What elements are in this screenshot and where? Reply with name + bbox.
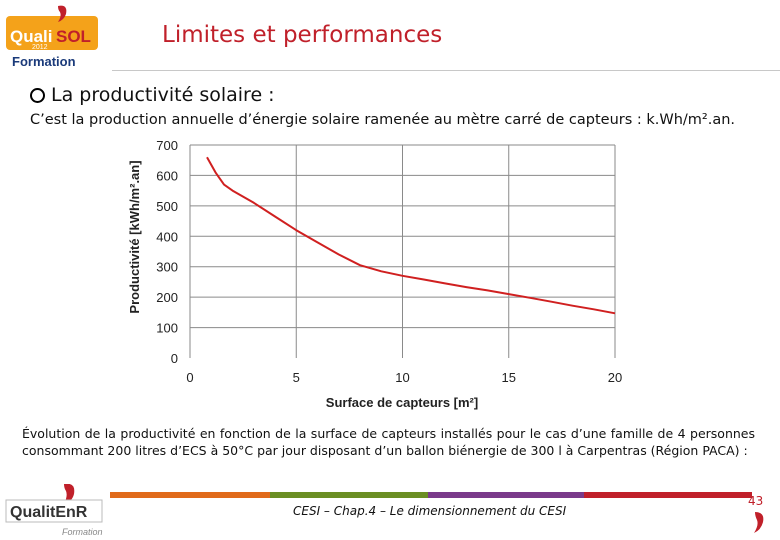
footer-bar-purple <box>428 492 584 498</box>
y-tick-label: 700 <box>156 138 178 153</box>
y-tick-label: 600 <box>156 168 178 183</box>
x-tick-label: 5 <box>293 370 300 385</box>
title-divider <box>112 70 780 71</box>
page-title: Limites et performances <box>162 22 443 48</box>
x-tick-label: 10 <box>395 370 409 385</box>
footer-bar-green <box>270 492 428 498</box>
y-tick-label: 300 <box>156 260 178 275</box>
qualitenr-logo: QualitEnR Formation <box>5 484 103 537</box>
footer-text: CESI – Chap.4 – Le dimensionnement du CE… <box>293 504 567 518</box>
chart-grid <box>189 144 616 358</box>
hook-logo-icon <box>754 512 764 533</box>
series-layer <box>206 156 616 315</box>
y-tick-label: 200 <box>156 290 178 305</box>
footer-logo-text: QualitEnR <box>10 504 88 521</box>
bullet-heading: La productivité solaire : <box>30 84 275 106</box>
y-axis-label: Productivité [kWh/m².an] <box>127 160 142 313</box>
y-tick-labels: 0 100 200 300 400 500 600 700 <box>156 138 178 366</box>
x-tick-label: 20 <box>608 370 622 385</box>
footer-bar-red <box>584 492 752 498</box>
page-number: 43 <box>748 494 764 508</box>
ring-bullet-icon <box>30 88 45 103</box>
x-tick-label: 15 <box>502 370 516 385</box>
logo-quali-text: Quali <box>10 27 53 46</box>
y-tick-label: 400 <box>156 229 178 244</box>
footer-color-bars <box>110 492 752 498</box>
productivity-line <box>206 156 616 315</box>
logo-sol-text: SOL <box>56 27 91 46</box>
x-tick-labels: 0 5 10 15 20 <box>186 370 622 385</box>
chart-caption: Évolution de la productivité en fonction… <box>22 426 755 458</box>
productivity-chart: 0 100 200 300 400 500 600 700 0 5 10 15 20 Producti… <box>127 138 622 410</box>
footer-logo-sub: Formation <box>62 527 103 537</box>
footer-bar-orange <box>110 492 270 498</box>
y-tick-label: 0 <box>171 351 178 366</box>
qualisol-logo: Quali SOL 2012 Formation <box>6 5 98 69</box>
logo-formation-text: Formation <box>12 54 76 69</box>
y-tick-label: 500 <box>156 199 178 214</box>
x-axis-label: Surface de capteurs [m²] <box>326 395 478 410</box>
definition-text: C’est la production annuelle d’énergie s… <box>30 112 736 128</box>
logo-year-text: 2012 <box>32 44 48 51</box>
bullet-text: La productivité solaire : <box>51 84 275 106</box>
y-tick-label: 100 <box>156 321 178 336</box>
x-tick-label: 0 <box>186 370 193 385</box>
